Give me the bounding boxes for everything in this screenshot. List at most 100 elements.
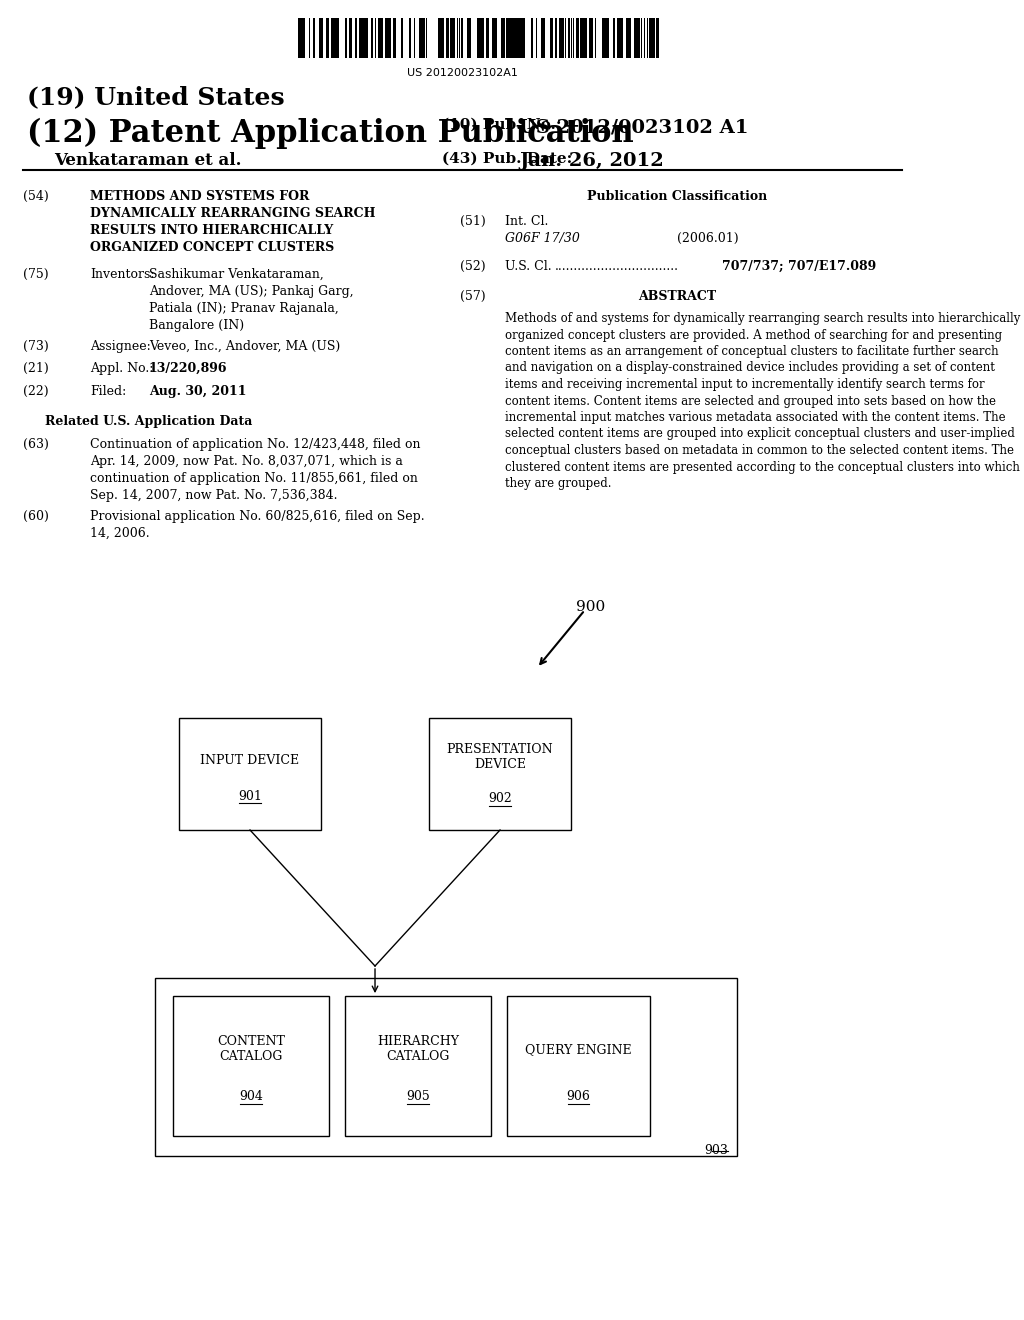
- Bar: [432, 18, 434, 58]
- Bar: [507, 997, 650, 1137]
- Bar: [444, 18, 445, 58]
- Text: Publication Classification: Publication Classification: [587, 190, 767, 203]
- Bar: [473, 18, 476, 58]
- Text: (43) Pub. Date:: (43) Pub. Date:: [442, 152, 572, 166]
- Bar: [559, 18, 562, 58]
- Bar: [555, 18, 557, 58]
- Bar: [409, 18, 411, 58]
- Bar: [489, 18, 492, 58]
- Bar: [412, 18, 415, 58]
- Bar: [354, 18, 357, 58]
- Bar: [505, 18, 506, 58]
- Bar: [621, 18, 622, 58]
- Bar: [551, 18, 553, 58]
- Bar: [614, 18, 617, 58]
- Text: CONTENT
CATALOG: CONTENT CATALOG: [217, 1035, 285, 1063]
- Bar: [506, 18, 508, 58]
- Bar: [617, 18, 620, 58]
- Bar: [305, 18, 308, 58]
- Text: 707/737; 707/E17.089: 707/737; 707/E17.089: [722, 260, 877, 273]
- Bar: [468, 18, 469, 58]
- Bar: [463, 18, 465, 58]
- Text: U.S. Cl.: U.S. Cl.: [506, 260, 552, 273]
- Text: 906: 906: [566, 1090, 591, 1104]
- Text: (19) United States: (19) United States: [27, 84, 285, 110]
- Bar: [587, 18, 590, 58]
- Bar: [437, 18, 440, 58]
- Bar: [427, 18, 429, 58]
- Text: Sashikumar Venkataraman,
Andover, MA (US); Pankaj Garg,
Patiala (IN); Pranav Raj: Sashikumar Venkataraman, Andover, MA (US…: [148, 268, 353, 333]
- Text: Aug. 30, 2011: Aug. 30, 2011: [148, 385, 247, 399]
- Text: (51): (51): [461, 215, 486, 228]
- Text: (75): (75): [23, 268, 48, 281]
- Text: 904: 904: [239, 1090, 263, 1104]
- Bar: [369, 18, 370, 58]
- Bar: [624, 18, 627, 58]
- Bar: [484, 18, 486, 58]
- Bar: [316, 18, 318, 58]
- Bar: [455, 18, 457, 58]
- Text: Assignee:: Assignee:: [90, 341, 151, 352]
- Text: Related U.S. Application Data: Related U.S. Application Data: [45, 414, 253, 428]
- Bar: [373, 18, 376, 58]
- Bar: [486, 18, 489, 58]
- Bar: [514, 18, 517, 58]
- Bar: [547, 18, 549, 58]
- Bar: [403, 18, 408, 58]
- Bar: [509, 18, 512, 58]
- Bar: [365, 18, 367, 58]
- Text: G06F 17/30: G06F 17/30: [506, 232, 581, 246]
- Bar: [441, 18, 444, 58]
- Bar: [537, 18, 539, 58]
- Bar: [458, 18, 460, 58]
- Bar: [415, 18, 419, 58]
- Bar: [345, 997, 490, 1137]
- Bar: [331, 18, 335, 58]
- Bar: [656, 18, 658, 58]
- Text: US 20120023102A1: US 20120023102A1: [407, 69, 517, 78]
- Text: QUERY ENGINE: QUERY ENGINE: [525, 1043, 632, 1056]
- Bar: [400, 18, 402, 58]
- Bar: [651, 18, 655, 58]
- Bar: [385, 18, 388, 58]
- Bar: [567, 18, 570, 58]
- Bar: [631, 18, 633, 58]
- Bar: [453, 18, 455, 58]
- Bar: [335, 18, 338, 58]
- Bar: [338, 18, 339, 58]
- Bar: [173, 997, 329, 1137]
- Bar: [479, 18, 481, 58]
- Bar: [499, 18, 501, 58]
- Bar: [388, 18, 391, 58]
- Bar: [422, 18, 424, 58]
- Bar: [378, 18, 381, 58]
- Bar: [429, 718, 571, 830]
- Text: (2006.01): (2006.01): [677, 232, 738, 246]
- Bar: [476, 18, 479, 58]
- Bar: [521, 18, 523, 58]
- Bar: [347, 18, 349, 58]
- Text: US 2012/0023102 A1: US 2012/0023102 A1: [519, 117, 749, 136]
- Bar: [429, 18, 430, 58]
- Text: (22): (22): [23, 385, 48, 399]
- Bar: [469, 18, 471, 58]
- Text: PRESENTATION
DEVICE: PRESENTATION DEVICE: [446, 743, 553, 771]
- Bar: [179, 718, 322, 830]
- Bar: [628, 18, 631, 58]
- Text: 903: 903: [705, 1144, 728, 1158]
- Bar: [577, 18, 579, 58]
- Text: Filed:: Filed:: [90, 385, 127, 399]
- Text: (52): (52): [461, 260, 486, 273]
- Bar: [156, 978, 737, 1156]
- Text: METHODS AND SYSTEMS FOR
DYNAMICALLY REARRANGING SEARCH
RESULTS INTO HIERARCHICAL: METHODS AND SYSTEMS FOR DYNAMICALLY REAR…: [90, 190, 376, 253]
- Bar: [579, 18, 581, 58]
- Bar: [446, 18, 450, 58]
- Text: 13/220,896: 13/220,896: [148, 362, 227, 375]
- Bar: [430, 18, 432, 58]
- Bar: [465, 18, 467, 58]
- Bar: [299, 18, 301, 58]
- Bar: [310, 18, 312, 58]
- Bar: [350, 18, 352, 58]
- Text: Provisional application No. 60/825,616, filed on Sep.
14, 2006.: Provisional application No. 60/825,616, …: [90, 510, 425, 540]
- Bar: [352, 18, 354, 58]
